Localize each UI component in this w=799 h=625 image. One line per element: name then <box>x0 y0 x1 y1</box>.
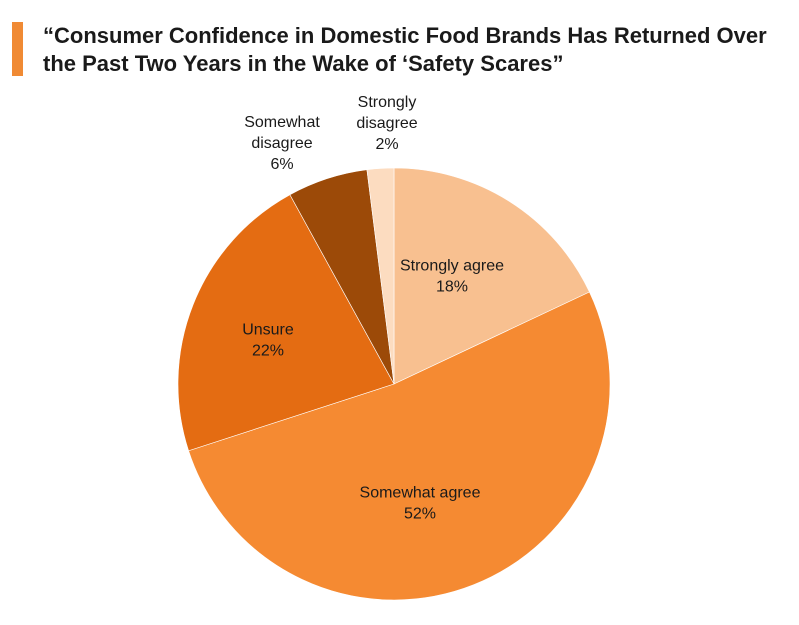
pie-slice-strongly-agree <box>393 167 590 385</box>
pie-label-strongly-agree-value: 18% <box>436 279 468 296</box>
pie-label-somewhat-agree-text: Somewhat agree <box>360 485 481 502</box>
pie-label-strongly-disagree-text: Strongly <box>358 94 417 111</box>
pie-labels: Strongly agree 18% Somewhat agree 52% Unsure… <box>242 94 504 523</box>
pie-slice-unsure <box>177 194 395 452</box>
title-accent-bar <box>12 22 23 76</box>
pie-label-strongly-agree-text: Strongly agree <box>400 258 504 275</box>
chart-title: “Consumer Confidence in Domestic Food Br… <box>43 23 767 76</box>
pie-label-strongly-disagree-text: disagree <box>356 115 417 132</box>
pie-label-unsure-text: Unsure <box>242 322 294 339</box>
pie-label-unsure-value: 22% <box>252 343 284 360</box>
pie-label-somewhat-disagree-value: 6% <box>270 156 293 173</box>
pie-label-somewhat-disagree-text: Somewhat <box>244 114 320 131</box>
pie-slice-strongly-disagree <box>366 167 395 385</box>
pie-label-somewhat-agree-value: 52% <box>404 506 436 523</box>
pie-slice-somewhat-agree <box>188 291 611 601</box>
pie-label-strongly-disagree-value: 2% <box>375 136 398 153</box>
pie-slices <box>177 167 611 601</box>
pie-label-somewhat-disagree-text: disagree <box>251 135 312 152</box>
